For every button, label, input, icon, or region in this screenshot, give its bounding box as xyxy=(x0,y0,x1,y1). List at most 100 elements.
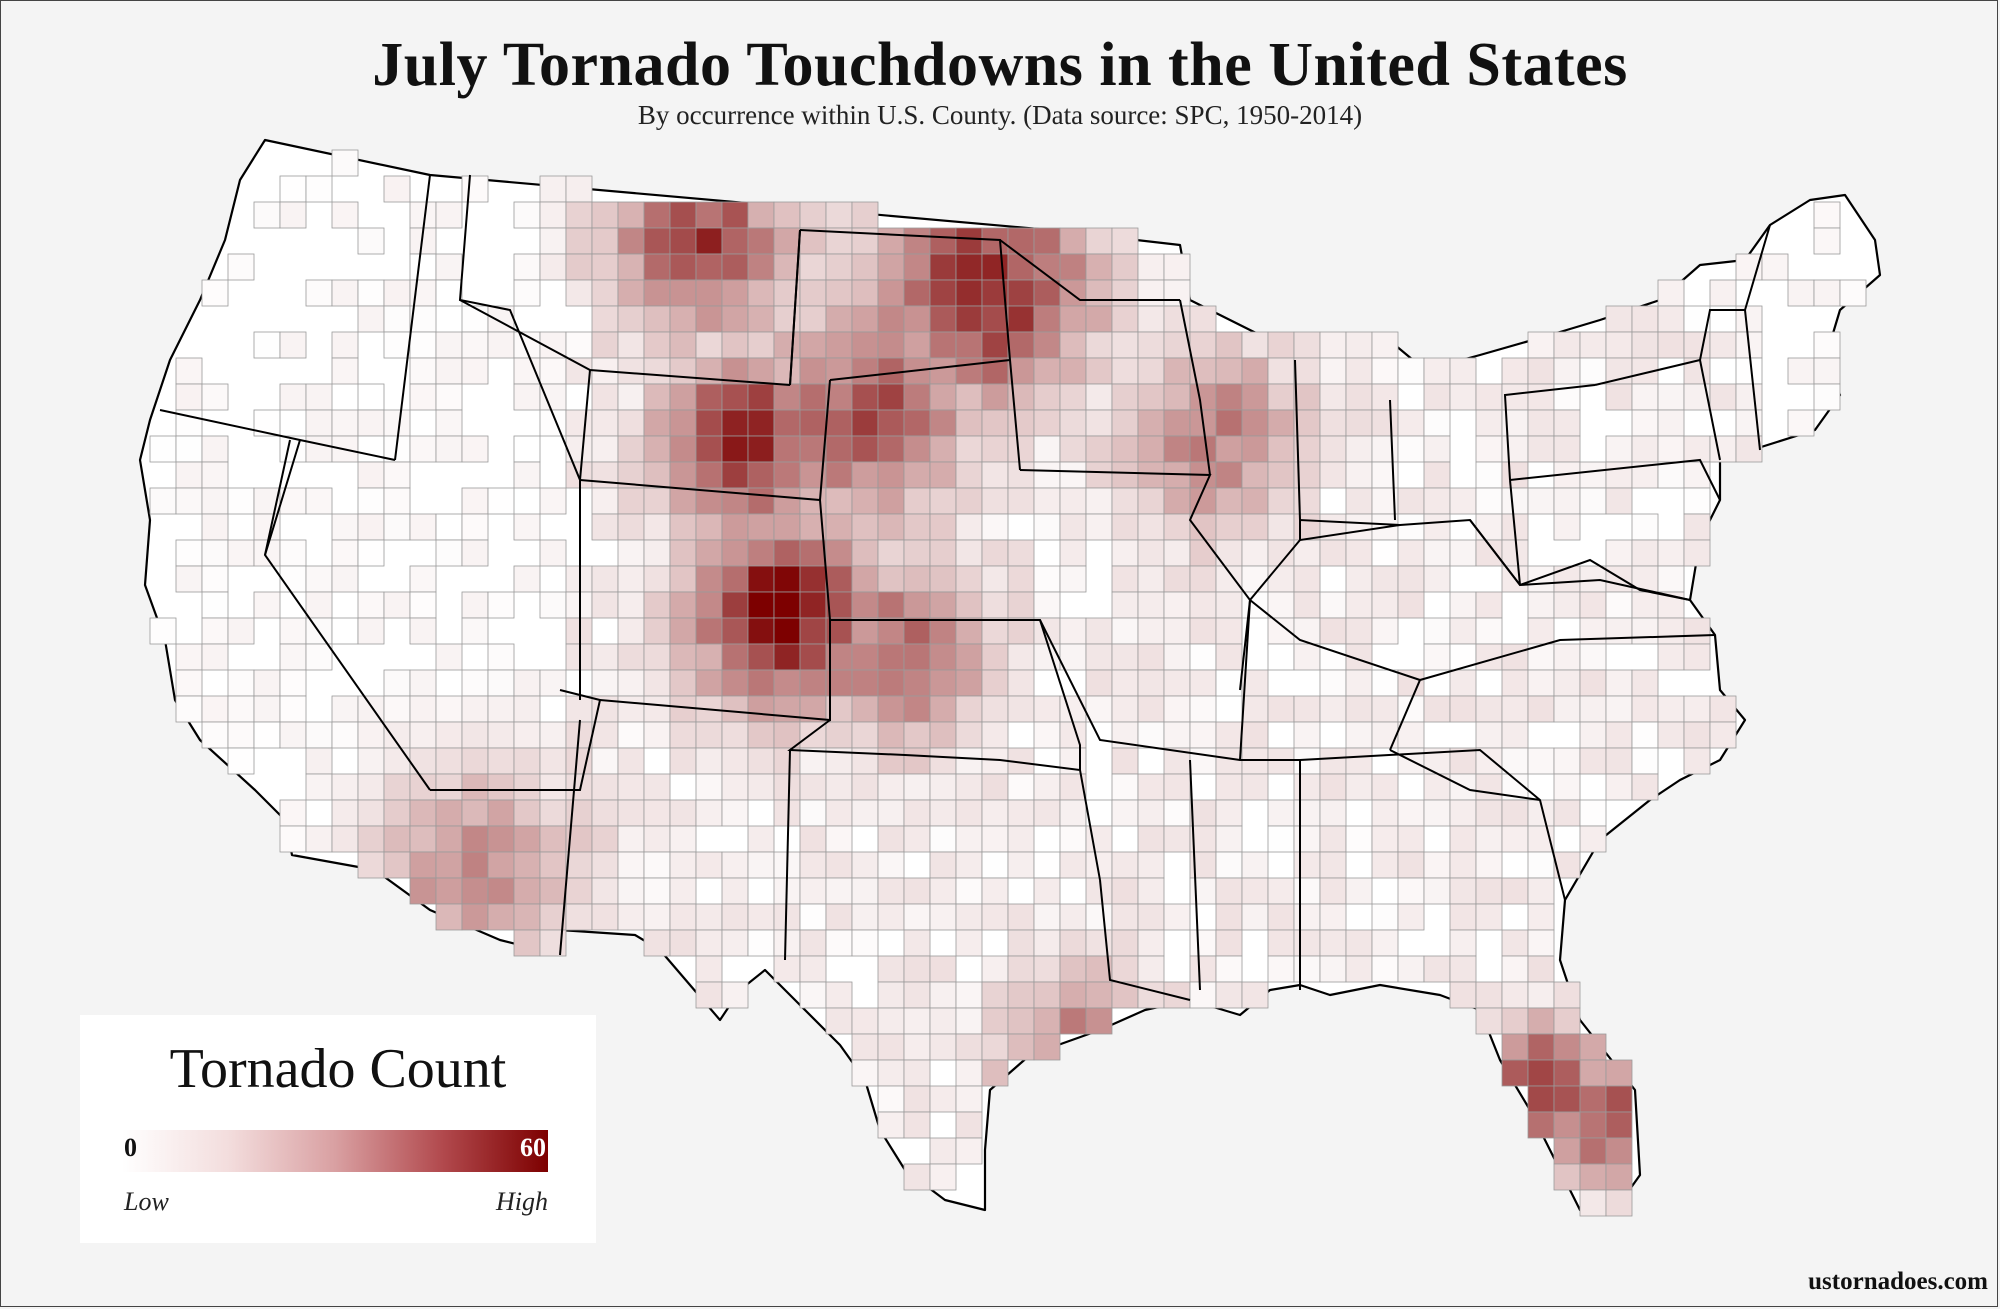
county-cell xyxy=(513,851,541,879)
county-cell xyxy=(747,851,775,879)
county-cell xyxy=(903,383,931,411)
county-cell xyxy=(1553,1059,1581,1087)
county-cell xyxy=(487,851,515,879)
county-cell xyxy=(1033,851,1061,879)
county-cell xyxy=(929,591,957,619)
county-cell xyxy=(1605,695,1633,723)
county-cell xyxy=(1345,591,1373,619)
county-cell xyxy=(1111,929,1139,957)
county-cell xyxy=(955,877,983,905)
county-cell xyxy=(1007,773,1035,801)
county-cell xyxy=(1527,591,1555,619)
county-cell xyxy=(721,617,749,645)
county-cell xyxy=(305,279,333,307)
county-cell xyxy=(981,383,1009,411)
county-cell xyxy=(201,513,229,541)
county-cell xyxy=(877,253,905,281)
county-cell xyxy=(1345,955,1373,983)
county-cell xyxy=(643,539,671,567)
county-cell xyxy=(1345,513,1373,541)
county-cell xyxy=(1475,747,1503,775)
county-cell xyxy=(201,721,229,749)
county-cell xyxy=(643,461,671,489)
county-cell xyxy=(1371,565,1399,593)
county-cell xyxy=(1267,409,1295,437)
county-cell xyxy=(565,279,593,307)
county-cell xyxy=(877,487,905,515)
county-cell xyxy=(955,461,983,489)
county-cell xyxy=(1189,695,1217,723)
county-cell xyxy=(721,435,749,463)
county-cell xyxy=(643,929,671,957)
county-cell xyxy=(929,1007,957,1035)
county-cell xyxy=(1579,1085,1607,1113)
county-cell xyxy=(1683,539,1711,567)
county-cell xyxy=(435,773,463,801)
county-cell xyxy=(1787,409,1815,437)
county-cell xyxy=(591,227,619,255)
county-cell xyxy=(825,903,853,931)
county-cell xyxy=(1111,513,1139,541)
county-cell xyxy=(1293,565,1321,593)
county-cell xyxy=(1111,409,1139,437)
county-cell xyxy=(1033,929,1061,957)
county-cell xyxy=(929,409,957,437)
county-cell xyxy=(955,279,983,307)
county-cell xyxy=(903,799,931,827)
county-cell xyxy=(747,825,775,853)
county-cell xyxy=(799,305,827,333)
county-cell xyxy=(1137,305,1165,333)
county-cell xyxy=(1059,513,1087,541)
county-cell xyxy=(617,825,645,853)
county-cell xyxy=(1475,903,1503,931)
county-cell xyxy=(981,487,1009,515)
county-cell xyxy=(1033,721,1061,749)
county-cell xyxy=(617,383,645,411)
county-cell xyxy=(1163,487,1191,515)
county-cell xyxy=(1033,981,1061,1009)
county-cell xyxy=(721,565,749,593)
county-cell xyxy=(643,279,671,307)
county-cell xyxy=(1241,409,1269,437)
county-cell xyxy=(1267,929,1295,957)
county-cell xyxy=(1319,955,1347,983)
map-subtitle: By occurrence within U.S. County. (Data … xyxy=(637,100,1363,130)
county-cell xyxy=(305,175,333,203)
county-cell xyxy=(669,305,697,333)
county-cell xyxy=(903,955,931,983)
county-cell xyxy=(1423,357,1451,385)
county-cell xyxy=(1189,539,1217,567)
county-cell xyxy=(877,539,905,567)
county-cell xyxy=(747,929,775,957)
county-cell xyxy=(1423,565,1451,593)
county-cell xyxy=(643,773,671,801)
county-cell xyxy=(1189,591,1217,619)
county-cell xyxy=(227,487,255,515)
county-cell xyxy=(1085,955,1113,983)
county-cell xyxy=(981,981,1009,1009)
county-cell xyxy=(747,565,775,593)
county-cell xyxy=(1579,1137,1607,1165)
county-cell xyxy=(1579,747,1607,775)
county-cell xyxy=(201,461,229,489)
county-cell xyxy=(695,851,723,879)
county-cell xyxy=(695,383,723,411)
county-cell xyxy=(669,539,697,567)
county-cell xyxy=(643,201,671,229)
county-cell xyxy=(1085,487,1113,515)
county-cell xyxy=(1527,903,1555,931)
county-cell xyxy=(383,669,411,697)
county-cell xyxy=(1709,279,1737,307)
county-cell xyxy=(1111,669,1139,697)
county-cell xyxy=(1423,435,1451,463)
county-cell xyxy=(1059,253,1087,281)
county-cell xyxy=(955,487,983,515)
county-cell xyxy=(1605,461,1633,489)
county-cell xyxy=(409,825,437,853)
county-cell xyxy=(201,643,229,671)
county-cell xyxy=(253,669,281,697)
county-cell xyxy=(357,461,385,489)
county-cell xyxy=(721,539,749,567)
county-cell xyxy=(1605,1111,1633,1139)
county-cell xyxy=(279,617,307,645)
